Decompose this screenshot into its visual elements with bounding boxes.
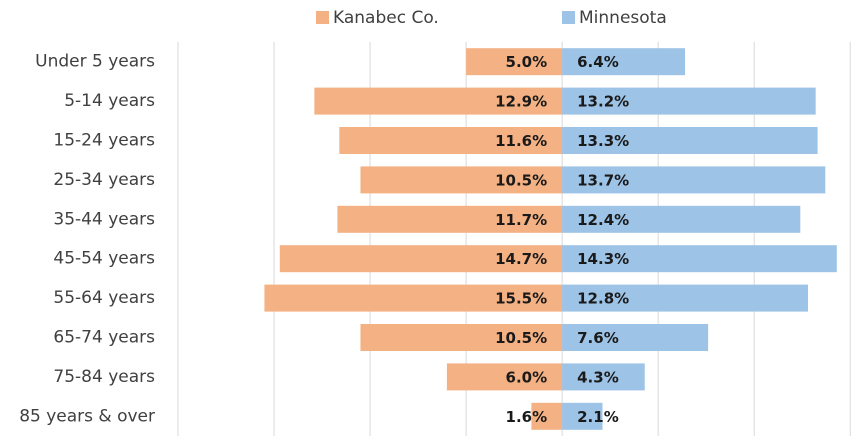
value-label: 11.6% [495, 132, 547, 150]
bar [360, 324, 563, 351]
bar [562, 205, 801, 233]
legend-swatch [562, 11, 575, 24]
value-label: 13.7% [577, 171, 629, 189]
category-label: 45-54 years [53, 249, 155, 269]
value-label: 13.3% [577, 132, 629, 150]
bar [446, 363, 563, 391]
category-label: 35-44 years [53, 209, 155, 229]
bar [562, 166, 826, 194]
value-label: 12.8% [577, 290, 629, 308]
value-label: 10.5% [495, 171, 547, 189]
bar [562, 87, 816, 115]
bar [531, 402, 563, 430]
category-label: 25-34 years [53, 170, 155, 190]
bar [562, 402, 603, 430]
value-label: 11.7% [495, 211, 547, 229]
value-label: 14.3% [577, 250, 629, 268]
bar [562, 245, 837, 273]
bar [264, 284, 563, 312]
value-label: 7.6% [577, 329, 619, 347]
bar [279, 245, 563, 273]
value-label: 4.3% [577, 368, 619, 386]
bar [360, 166, 563, 194]
bar [337, 205, 563, 233]
value-label: 1.6% [506, 408, 548, 426]
category-label: 85 years & over [19, 406, 155, 426]
bar [562, 127, 818, 154]
category-label: Under 5 years [35, 52, 155, 72]
value-label: 12.4% [577, 211, 629, 229]
legend-label: Minnesota [579, 8, 667, 28]
bar [562, 324, 709, 351]
value-label: 14.7% [495, 250, 547, 268]
bar [339, 127, 563, 154]
value-label: 13.2% [577, 93, 629, 111]
value-label: 6.0% [506, 368, 548, 386]
category-label: 75-84 years [53, 367, 155, 387]
bar [466, 48, 563, 76]
value-label: 2.1% [577, 408, 619, 426]
category-label: 15-24 years [53, 131, 155, 151]
value-label: 10.5% [495, 329, 547, 347]
bar [562, 363, 645, 391]
legend-swatch [316, 11, 329, 24]
value-label: 15.5% [495, 290, 547, 308]
legend-label: Kanabec Co. [333, 8, 439, 28]
bar [562, 48, 686, 76]
bar [562, 284, 808, 312]
category-label: 55-64 years [53, 288, 155, 308]
category-label: 65-74 years [53, 328, 155, 348]
bar [314, 87, 563, 115]
category-label: 5-14 years [64, 91, 155, 111]
value-label: 5.0% [506, 53, 548, 71]
value-label: 12.9% [495, 93, 547, 111]
value-label: 6.4% [577, 53, 619, 71]
